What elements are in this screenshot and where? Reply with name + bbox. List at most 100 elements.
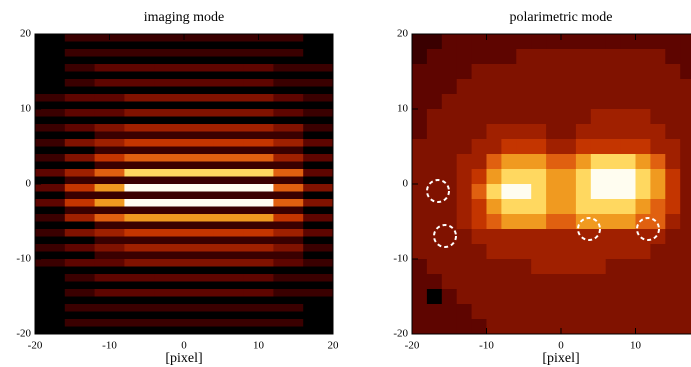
heatmap-cell: [35, 101, 66, 110]
heatmap-cell: [213, 214, 244, 222]
heatmap-cell: [680, 229, 691, 245]
heatmap-cell: [243, 274, 274, 282]
heatmap-cell: [561, 244, 577, 260]
heatmap-cell: [590, 154, 607, 170]
heatmap-cell: [635, 304, 651, 320]
heatmap-cell: [184, 326, 215, 335]
heatmap-cell: [303, 289, 334, 297]
heatmap-cell: [590, 34, 607, 50]
heatmap-cell: [680, 124, 691, 140]
heatmap-cell: [303, 124, 334, 132]
heatmap-cell: [561, 214, 577, 230]
heatmap-cell: [154, 146, 185, 155]
heatmap-cell: [184, 161, 215, 170]
heatmap-cell: [213, 311, 244, 320]
heatmap-cell: [124, 109, 155, 117]
heatmap-cell: [35, 169, 66, 177]
heatmap-cell: [124, 34, 155, 42]
heatmap-cell: [501, 259, 517, 275]
heatmap-cell: [486, 109, 502, 125]
heatmap-cell: [531, 289, 547, 305]
x-axis-label: [pixel]: [542, 351, 579, 366]
heatmap-cell: [94, 289, 125, 297]
heatmap-cell: [635, 289, 651, 305]
heatmap-cell: [456, 304, 472, 320]
heatmap-cell: [213, 56, 244, 65]
heatmap-cell: [124, 251, 155, 260]
heatmap-cell: [243, 176, 274, 185]
heatmap-cell: [546, 214, 562, 230]
heatmap-cell: [184, 289, 215, 297]
heatmap-cell: [243, 236, 274, 245]
heatmap-cell: [590, 199, 607, 215]
heatmap-cell: [441, 64, 458, 80]
heatmap-cell: [516, 229, 532, 245]
heatmap-cell: [426, 229, 443, 245]
heatmap-cell: [441, 124, 458, 140]
heatmap-cell: [64, 131, 95, 140]
heatmap-cell: [650, 154, 666, 170]
heatmap-cell: [635, 244, 651, 260]
heatmap-cell: [94, 109, 125, 117]
heatmap-cell: [501, 34, 517, 50]
heatmap-cell: [213, 116, 244, 125]
heatmap-cell: [531, 319, 547, 335]
heatmap-cell: [273, 49, 304, 57]
heatmap-cell: [124, 244, 155, 252]
heatmap-cell: [546, 169, 562, 185]
heatmap-cell: [546, 64, 562, 80]
heatmap-cell: [35, 86, 66, 95]
heatmap-cell: [124, 206, 155, 215]
heatmap-cell: [303, 79, 334, 87]
heatmap-cell: [94, 169, 125, 177]
heatmap-cell: [575, 34, 592, 50]
heatmap-cell: [213, 71, 244, 80]
heatmap-cell: [456, 214, 472, 230]
heatmap-cell: [501, 274, 517, 290]
heatmap-cell: [680, 319, 691, 335]
heatmap-cell: [124, 94, 155, 102]
heatmap-cell: [94, 71, 125, 80]
heatmap-cell: [273, 154, 304, 162]
x-tick-label: -10: [102, 340, 117, 352]
heatmap-cell: [650, 229, 666, 245]
heatmap-cell: [35, 229, 66, 237]
heatmap-cell: [64, 214, 95, 222]
heatmap-cell: [531, 274, 547, 290]
heatmap-cell: [426, 94, 443, 110]
heatmap-cell: [243, 184, 274, 192]
heatmap-cell: [456, 109, 472, 125]
heatmap-cell: [273, 236, 304, 245]
heatmap-cell: [35, 154, 66, 162]
heatmap-cell: [680, 289, 691, 305]
heatmap-cell: [94, 281, 125, 290]
heatmap-cell: [471, 169, 487, 185]
x-tick-label: 10: [630, 340, 642, 352]
heatmap-cell: [471, 139, 487, 155]
heatmap-cell: [412, 34, 428, 50]
y-tick-label: 10: [20, 103, 32, 115]
heatmap-cell: [94, 296, 125, 305]
heatmap-cell: [471, 304, 487, 320]
heatmap-cell: [213, 34, 244, 42]
heatmap-cell: [471, 319, 487, 335]
heatmap-cell: [575, 259, 592, 275]
heatmap-cell: [94, 311, 125, 320]
heatmap-cell: [303, 319, 334, 327]
heatmap-cell: [35, 124, 66, 132]
heatmap-cell: [154, 131, 185, 140]
heatmap-cell: [516, 124, 532, 140]
heatmap-cell: [531, 64, 547, 80]
heatmap-cell: [35, 146, 66, 155]
heatmap-cell: [184, 109, 215, 117]
heatmap-cell: [635, 154, 651, 170]
heatmap-cell: [635, 169, 651, 185]
heatmap-cell: [605, 244, 621, 260]
heatmap-cell: [456, 199, 472, 215]
heatmap-cell: [94, 101, 125, 110]
heatmap-cell: [213, 244, 244, 252]
heatmap-cell: [471, 274, 487, 290]
heatmap-cell: [620, 79, 636, 95]
heatmap-cell: [64, 161, 95, 170]
heatmap-cell: [124, 274, 155, 282]
